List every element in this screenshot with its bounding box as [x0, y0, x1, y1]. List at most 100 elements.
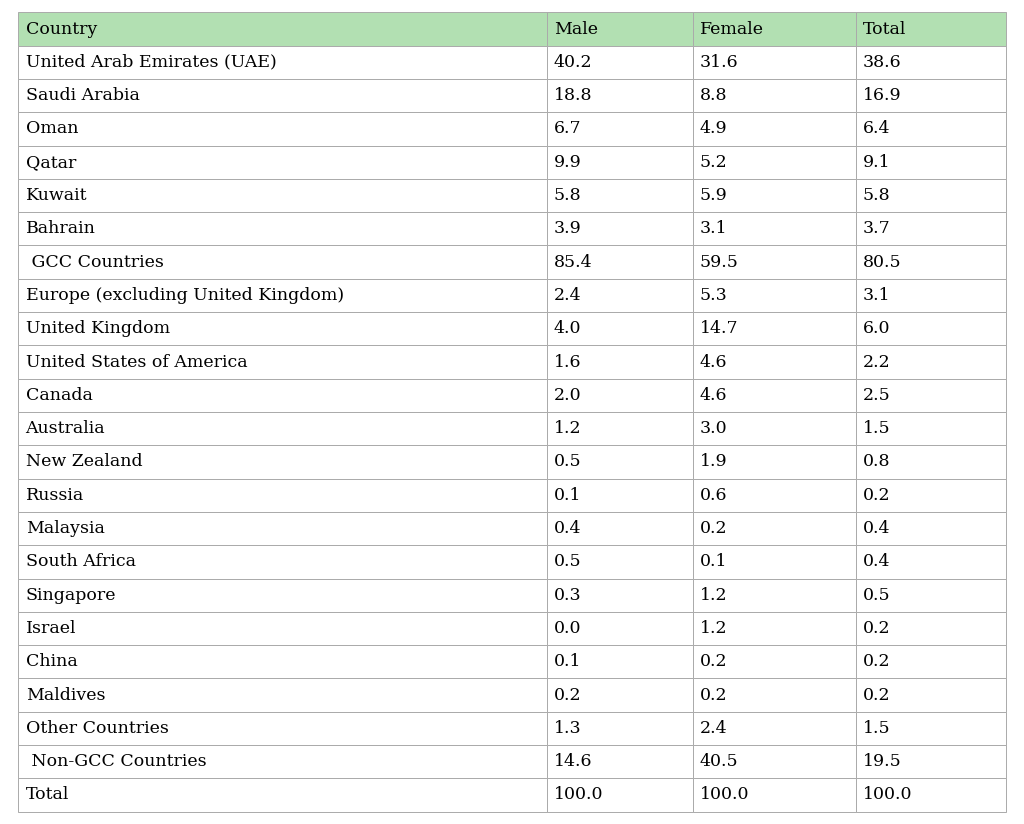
Bar	[547, 212, 692, 246]
Text: 14.7: 14.7	[699, 321, 738, 337]
Bar	[18, 212, 547, 246]
Text: United Kingdom: United Kingdom	[26, 321, 170, 337]
Text: 100.0: 100.0	[699, 786, 750, 803]
Bar	[855, 745, 1006, 779]
Text: South Africa: South Africa	[26, 554, 135, 570]
Text: 3.1: 3.1	[699, 220, 727, 237]
Bar	[18, 779, 547, 812]
Text: 40.2: 40.2	[554, 54, 592, 71]
Bar	[692, 479, 855, 512]
Text: 1.9: 1.9	[699, 453, 727, 471]
Text: Russia: Russia	[26, 487, 84, 503]
Text: 1.6: 1.6	[554, 353, 582, 371]
Text: 4.6: 4.6	[699, 386, 727, 404]
Bar	[18, 112, 547, 146]
Text: 0.2: 0.2	[862, 686, 890, 704]
Text: 5.8: 5.8	[862, 187, 890, 204]
Bar	[18, 345, 547, 379]
Bar	[692, 512, 855, 545]
Bar	[692, 578, 855, 611]
Text: China: China	[26, 653, 78, 670]
Text: Kuwait: Kuwait	[26, 187, 87, 204]
Text: 40.5: 40.5	[699, 753, 738, 770]
Text: GCC Countries: GCC Countries	[26, 254, 164, 270]
Bar	[547, 379, 692, 412]
Text: Country: Country	[26, 21, 97, 38]
Bar	[855, 12, 1006, 45]
Text: 1.2: 1.2	[699, 620, 727, 637]
Bar	[855, 79, 1006, 112]
Text: 2.0: 2.0	[554, 386, 582, 404]
Bar	[547, 645, 692, 678]
Text: 5.9: 5.9	[699, 187, 728, 204]
Text: Malaysia: Malaysia	[26, 520, 104, 537]
Bar	[855, 479, 1006, 512]
Bar	[547, 611, 692, 645]
Bar	[692, 379, 855, 412]
Text: 0.3: 0.3	[554, 587, 582, 604]
Text: Saudi Arabia: Saudi Arabia	[26, 87, 139, 104]
Bar	[692, 146, 855, 179]
Text: 1.2: 1.2	[554, 420, 582, 438]
Bar	[18, 678, 547, 712]
Bar	[18, 246, 547, 279]
Text: 2.4: 2.4	[699, 720, 727, 737]
Bar	[18, 645, 547, 678]
Text: 3.9: 3.9	[554, 220, 582, 237]
Text: 3.7: 3.7	[862, 220, 891, 237]
Bar	[692, 712, 855, 745]
Text: 0.0: 0.0	[554, 620, 582, 637]
Bar	[547, 745, 692, 779]
Bar	[692, 445, 855, 479]
Text: 0.5: 0.5	[554, 554, 582, 570]
Bar	[18, 146, 547, 179]
Bar	[855, 45, 1006, 79]
Bar	[855, 279, 1006, 312]
Bar	[855, 312, 1006, 345]
Text: Australia: Australia	[26, 420, 105, 438]
Text: 0.4: 0.4	[862, 554, 890, 570]
Bar	[18, 745, 547, 779]
Text: 3.1: 3.1	[862, 287, 890, 304]
Bar	[18, 279, 547, 312]
Text: 2.4: 2.4	[554, 287, 582, 304]
Bar	[855, 545, 1006, 578]
Bar	[547, 345, 692, 379]
Text: 6.0: 6.0	[862, 321, 890, 337]
Text: 6.7: 6.7	[554, 120, 582, 138]
Bar	[547, 179, 692, 213]
Text: Europe (excluding United Kingdom): Europe (excluding United Kingdom)	[26, 287, 344, 304]
Bar	[18, 12, 547, 45]
Text: Oman: Oman	[26, 120, 78, 138]
Text: Female: Female	[699, 21, 764, 38]
Bar	[547, 279, 692, 312]
Bar	[692, 246, 855, 279]
Bar	[18, 712, 547, 745]
Bar	[18, 545, 547, 578]
Bar	[855, 445, 1006, 479]
Text: 38.6: 38.6	[862, 54, 901, 71]
Text: Non-GCC Countries: Non-GCC Countries	[26, 753, 206, 770]
Text: 0.5: 0.5	[554, 453, 582, 471]
Text: 100.0: 100.0	[862, 786, 912, 803]
Bar	[855, 146, 1006, 179]
Bar	[692, 112, 855, 146]
Bar	[692, 312, 855, 345]
Text: 1.5: 1.5	[862, 420, 890, 438]
Text: 0.6: 0.6	[699, 487, 727, 503]
Text: New Zealand: New Zealand	[26, 453, 142, 471]
Text: 100.0: 100.0	[554, 786, 603, 803]
Bar	[547, 779, 692, 812]
Text: Singapore: Singapore	[26, 587, 116, 604]
Text: 85.4: 85.4	[554, 254, 592, 270]
Bar	[547, 512, 692, 545]
Bar	[692, 412, 855, 445]
Bar	[855, 645, 1006, 678]
Bar	[855, 179, 1006, 213]
Bar	[18, 578, 547, 611]
Text: Other Countries: Other Countries	[26, 720, 169, 737]
Text: Male: Male	[554, 21, 598, 38]
Text: United Arab Emirates (UAE): United Arab Emirates (UAE)	[26, 54, 276, 71]
Bar	[692, 79, 855, 112]
Bar	[855, 345, 1006, 379]
